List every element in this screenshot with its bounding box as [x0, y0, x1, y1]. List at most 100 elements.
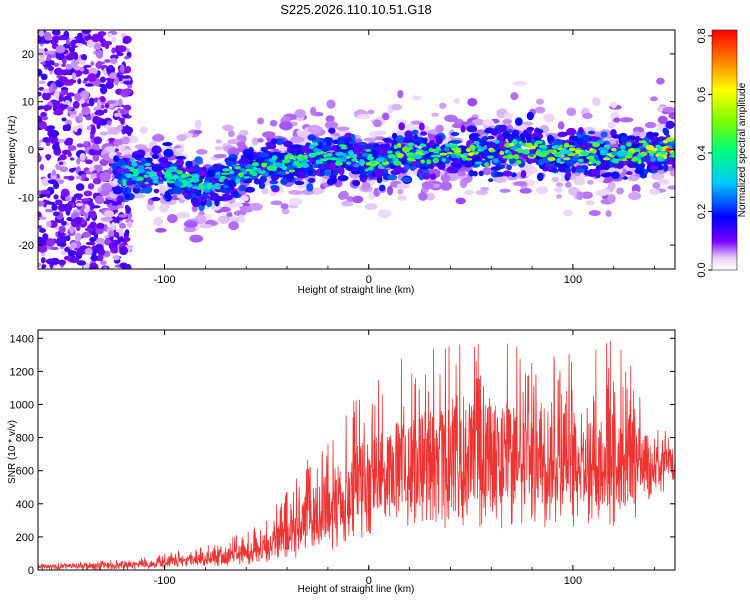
heatmap-cell — [425, 192, 436, 201]
heatmap-cell — [494, 139, 500, 144]
heatmap-cell — [70, 242, 78, 249]
heatmap-cell — [573, 175, 586, 186]
heatmap-cell — [365, 162, 372, 166]
heatmap-cell — [352, 195, 364, 204]
heatmap-cell — [501, 124, 507, 133]
heatmap-cell — [638, 140, 647, 144]
heatmap-cell — [439, 152, 448, 156]
heatmap-cell — [53, 110, 64, 116]
heatmap-cell — [463, 160, 473, 168]
heatmap-cell — [525, 142, 533, 148]
heatmap-cell — [323, 137, 333, 143]
heatmap-cell — [227, 138, 240, 145]
heatmap-cell — [124, 204, 130, 211]
heatmap-cell — [65, 64, 73, 70]
heatmap-cell — [79, 67, 85, 72]
heatmap-cell — [613, 117, 621, 123]
heatmap-cell — [68, 46, 76, 53]
heatmap-cell — [405, 123, 416, 133]
heatmap-cell — [151, 196, 161, 202]
heatmap-cell — [553, 138, 563, 146]
heatmap-cell — [622, 176, 628, 180]
heatmap-cell — [302, 145, 311, 154]
heatmap-cell — [608, 156, 614, 161]
heatmap-cell — [348, 150, 354, 155]
heatmap-cell — [421, 181, 434, 190]
heatmap-cell — [364, 203, 378, 210]
heatmap-cell — [315, 159, 321, 165]
heatmap-cell — [70, 59, 79, 68]
heatmap-cell — [104, 102, 110, 109]
heatmap-cell — [64, 139, 73, 146]
heatmap-cell — [144, 181, 149, 185]
heatmap-cell — [151, 166, 161, 171]
heatmap-cell — [258, 182, 266, 190]
heatmap-cell — [41, 61, 46, 65]
heatmap-cell — [535, 140, 543, 144]
heatmap-cell — [428, 139, 436, 146]
heatmap-cell — [194, 156, 203, 164]
heatmap-cell — [607, 122, 616, 129]
heatmap-cell — [600, 131, 608, 138]
heatmap-cell — [63, 82, 73, 86]
heatmap-cell — [312, 187, 325, 194]
heatmap-cell — [639, 173, 647, 179]
heatmap-cell — [131, 175, 137, 181]
snr-ytick-label: 200 — [16, 532, 34, 544]
heatmap-cell — [61, 69, 70, 74]
heatmap-cell — [490, 166, 501, 171]
heatmap-cell — [123, 80, 133, 85]
heatmap-cell — [671, 161, 675, 169]
heatmap-cell — [605, 210, 612, 217]
heatmap-cell — [475, 140, 480, 146]
heatmap-cell — [119, 262, 128, 269]
heatmap-cell — [39, 163, 45, 171]
heatmap-cell — [296, 172, 306, 179]
heatmap-cell — [69, 257, 80, 263]
heatmap-cell — [471, 154, 481, 163]
heatmap-cell — [296, 163, 303, 169]
heatmap-cell — [249, 170, 255, 175]
heatmap-cell — [75, 183, 85, 191]
heatmap-cell — [239, 129, 249, 136]
heatmap-cell — [666, 148, 672, 151]
heatmap-cell — [60, 250, 67, 256]
heatmap-cell — [114, 112, 121, 117]
heatmap-cell — [668, 154, 675, 158]
heatmap-cell — [662, 106, 675, 113]
heatmap-cell — [393, 144, 398, 150]
heatmap-cell — [348, 140, 356, 145]
heatmap-cell — [307, 177, 316, 183]
heatmap-cell — [99, 85, 108, 95]
heatmap-cell — [386, 185, 394, 196]
heatmap-cell — [163, 148, 174, 158]
heatmap-cell — [520, 149, 526, 154]
heatmap-cell — [660, 150, 667, 155]
heatmap-cell — [75, 202, 84, 207]
heatmap-cell — [214, 183, 221, 187]
heatmap-cell — [663, 128, 670, 136]
heatmap-cell — [96, 99, 102, 108]
heatmap-cell — [222, 194, 234, 201]
heatmap-cell — [397, 188, 404, 195]
heatmap-cell — [57, 138, 66, 143]
heatmap-cell — [396, 143, 402, 149]
heatmap-cell — [538, 153, 547, 158]
heatmap-cell — [308, 144, 314, 150]
heatmap-cell — [667, 185, 675, 190]
heatmap-cell — [329, 162, 336, 170]
heatmap-cell — [555, 182, 564, 188]
heatmap-cell — [218, 177, 225, 183]
heatmap-cell — [105, 81, 114, 90]
heatmap-cell — [53, 62, 60, 67]
heatmap-cell — [575, 149, 581, 155]
heatmap-cell — [499, 188, 511, 193]
heatmap-cell — [38, 154, 42, 163]
heatmap-cell — [441, 157, 446, 162]
heatmap-cell — [615, 161, 624, 169]
heatmap-cell — [611, 134, 623, 139]
heatmap-cell — [145, 171, 154, 175]
heatmap-cell — [392, 160, 402, 166]
heatmap-cell — [243, 179, 253, 184]
